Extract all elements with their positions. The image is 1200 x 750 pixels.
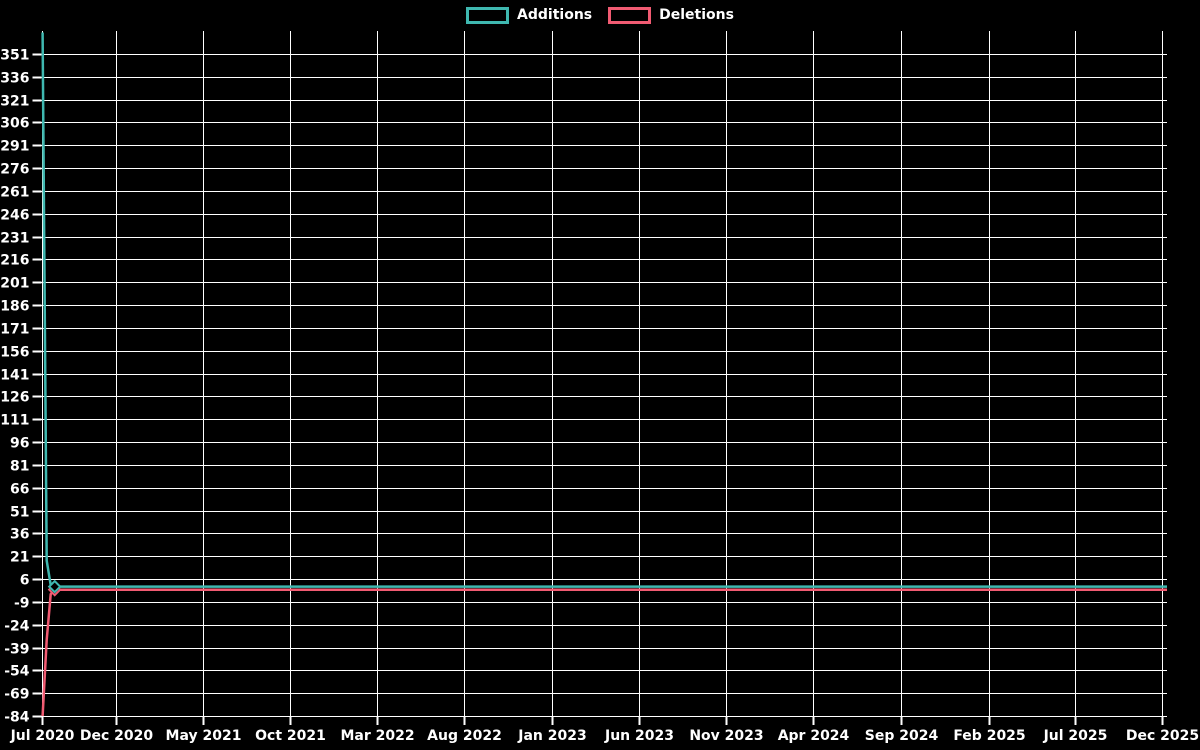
axis-labels: 3513363213062912762612462312162011861711… [0,48,1199,745]
y-tick-label: 336 [0,71,29,87]
axis-ticks [32,53,1164,725]
x-tick-label: Dec 2025 [1126,728,1199,744]
y-tick-label: 186 [0,299,29,315]
legend-label-additions: Additions [517,7,593,23]
y-tick-label: 6 [20,573,30,589]
x-tick-label: Jul 2020 [10,728,75,744]
y-tick-label: -9 [14,596,30,612]
x-tick-label: May 2021 [166,728,242,744]
legend-item-deletions[interactable]: Deletions [608,6,734,24]
y-tick-label: 21 [10,550,29,566]
x-tick-label: Aug 2022 [427,728,502,744]
x-tick-label: Apr 2024 [778,728,850,744]
y-tick-label: 201 [0,276,29,292]
y-tick-label: 141 [0,368,29,384]
x-tick-label: Jan 2023 [517,728,586,744]
legend-item-additions[interactable]: Additions [466,6,592,24]
y-tick-label: 156 [0,345,29,361]
y-tick-label: 351 [0,48,29,64]
y-tick-label: 96 [10,436,29,452]
series-line-deletions [41,588,1167,717]
y-tick-label: 276 [0,162,29,178]
deletions-swatch-icon [608,6,652,24]
y-tick-label: -54 [4,664,30,680]
y-tick-label: 126 [0,390,29,406]
x-tick-label: Oct 2021 [255,728,326,744]
chart-legend: Additions Deletions [0,6,1200,24]
y-tick-label: 321 [0,94,29,110]
y-tick-label: -39 [4,642,29,658]
y-tick-label: 111 [0,413,29,429]
y-tick-label: 51 [10,505,29,521]
y-tick-label: -84 [4,710,30,726]
y-tick-label: 81 [10,459,29,475]
series-markers [47,579,62,597]
y-tick-label: 66 [10,482,29,498]
x-tick-label: Feb 2025 [953,728,1025,744]
y-tick-label: 231 [0,231,29,247]
y-tick-label: 291 [0,139,29,155]
y-tick-label: -24 [4,619,30,635]
y-tick-label: 261 [0,185,29,201]
x-tick-label: Nov 2023 [689,728,763,744]
x-tick-label: Jul 2025 [1043,728,1108,744]
x-tick-label: Dec 2020 [80,728,154,744]
series-line-additions [41,32,1167,588]
y-tick-label: 171 [0,322,29,338]
y-tick-label: 246 [0,208,29,224]
y-tick-label: 36 [10,527,29,543]
series-marker-additions-diamond-icon [47,579,62,594]
x-tick-label: Jun 2023 [604,728,674,744]
x-tick-label: Mar 2022 [340,728,414,744]
legend-label-deletions: Deletions [659,7,734,23]
y-tick-label: 306 [0,116,29,132]
y-tick-label: -69 [4,687,29,703]
additions-swatch-icon [466,6,510,24]
gridlines [41,31,1167,717]
y-tick-label: 216 [0,253,29,269]
x-tick-label: Sep 2024 [865,728,939,744]
